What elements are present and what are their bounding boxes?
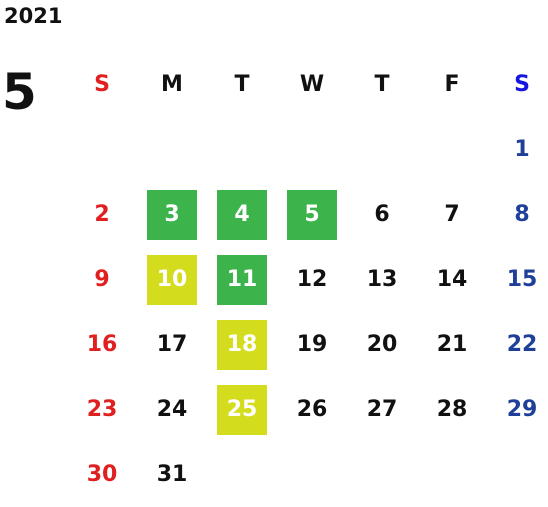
day-cell: 19 xyxy=(296,332,328,357)
day-cell: 6 xyxy=(374,202,390,227)
day-cell: 1 xyxy=(514,137,530,162)
week-row: 30 31 xyxy=(67,442,548,507)
day-cell: 13 xyxy=(366,267,398,292)
day-cell: 21 xyxy=(436,332,468,357)
empty-day-cell xyxy=(347,442,417,507)
week-row: 16 17 18 19 20 21 22 xyxy=(67,312,548,377)
weekday-header: W xyxy=(299,72,325,97)
day-cell: 31 xyxy=(156,462,188,487)
empty-day-cell xyxy=(207,117,277,182)
highlighted-day: 18 xyxy=(217,319,267,370)
weekday-header: T xyxy=(374,72,390,97)
day-cell: 28 xyxy=(436,397,468,422)
week-row: 23 24 25 26 27 28 29 xyxy=(67,377,548,442)
day-cell: 9 xyxy=(94,267,110,292)
highlighted-day: 5 xyxy=(287,189,337,240)
day-cell: 27 xyxy=(366,397,398,422)
weekday-header: M xyxy=(161,72,183,97)
day-cell: 10 xyxy=(137,247,207,312)
day-cell: 26 xyxy=(296,397,328,422)
empty-day-cell xyxy=(347,117,417,182)
weekday-header: F xyxy=(444,72,460,97)
day-cell: 24 xyxy=(156,397,188,422)
week-row: 1 xyxy=(67,117,548,182)
year-label: 2021 xyxy=(4,4,63,28)
day-cell: 14 xyxy=(436,267,468,292)
empty-day-cell xyxy=(137,117,207,182)
day-cell: 30 xyxy=(86,462,118,487)
empty-day-cell xyxy=(277,442,347,507)
day-cell: 2 xyxy=(94,202,110,227)
day-cell: 16 xyxy=(86,332,118,357)
highlighted-day: 25 xyxy=(217,384,267,435)
day-cell: 3 xyxy=(137,182,207,247)
empty-day-cell xyxy=(417,442,487,507)
day-cell: 23 xyxy=(86,397,118,422)
day-cell: 7 xyxy=(444,202,460,227)
highlighted-day: 11 xyxy=(217,254,267,305)
empty-day-cell xyxy=(417,117,487,182)
highlighted-day: 3 xyxy=(147,189,197,240)
empty-day-cell xyxy=(67,117,137,182)
day-cell: 25 xyxy=(207,377,277,442)
highlighted-day: 10 xyxy=(147,254,197,305)
day-cell: 22 xyxy=(506,332,538,357)
weekday-header: T xyxy=(234,72,250,97)
day-cell: 5 xyxy=(277,182,347,247)
empty-day-cell xyxy=(277,117,347,182)
weekday-header: S xyxy=(514,72,530,97)
day-cell: 29 xyxy=(506,397,538,422)
week-row: 9 10 11 12 13 14 15 xyxy=(67,247,548,312)
calendar-weeks: 1 2 3 4 5 6 7 8 9 10 11 12 13 14 15 16 17 18 19 20 21 22 23 24 2… xyxy=(67,117,548,507)
empty-day-cell xyxy=(207,442,277,507)
day-cell: 20 xyxy=(366,332,398,357)
day-cell: 12 xyxy=(296,267,328,292)
day-cell: 15 xyxy=(506,267,538,292)
day-cell: 8 xyxy=(514,202,530,227)
day-cell: 11 xyxy=(207,247,277,312)
empty-day-cell xyxy=(487,442,548,507)
day-cell: 4 xyxy=(207,182,277,247)
highlighted-day: 4 xyxy=(217,189,267,240)
month-number: 5 xyxy=(2,63,37,121)
day-cell: 18 xyxy=(207,312,277,377)
weekday-header: S xyxy=(94,72,110,97)
day-cell: 17 xyxy=(156,332,188,357)
